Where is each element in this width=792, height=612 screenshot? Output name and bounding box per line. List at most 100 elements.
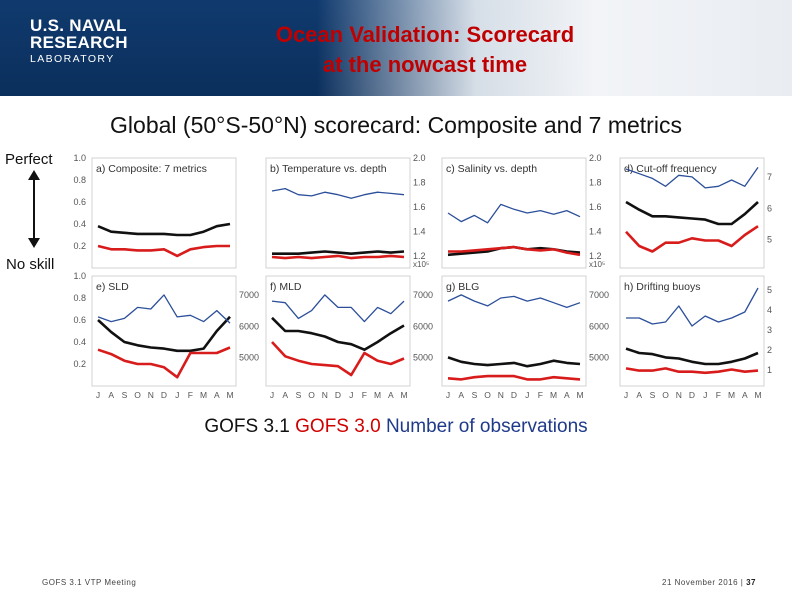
right-tick-label: 4000 — [767, 305, 772, 315]
panel-title: c) Salinity vs. depth — [446, 163, 537, 175]
panel-title: d) Cut-off frequency — [624, 163, 717, 175]
footer-meeting: GOFS 3.1 VTP Meeting — [42, 578, 137, 587]
left-tick-label: 0.8 — [73, 293, 86, 303]
month-tick-label: J — [446, 390, 450, 400]
month-tick-label: N — [498, 390, 504, 400]
right-tick-label: 5000 — [413, 353, 433, 363]
month-tick-label: M — [400, 390, 407, 400]
month-tick-label: D — [335, 390, 341, 400]
month-tick-label: M — [754, 390, 761, 400]
month-tick-label: D — [689, 390, 695, 400]
right-tick-label: 1.6 — [589, 202, 602, 212]
right-tick-label: 2000 — [767, 345, 772, 355]
right-tick-label: 2.0 — [413, 154, 426, 163]
panel-frame — [265, 157, 411, 269]
right-tick-label: 6000 — [589, 321, 609, 331]
no-skill-label: No skill — [6, 256, 55, 273]
month-tick-label: S — [650, 390, 656, 400]
month-tick-label: N — [322, 390, 328, 400]
month-tick-label: M — [576, 390, 583, 400]
month-tick-label: A — [636, 390, 642, 400]
month-tick-label: A — [214, 390, 220, 400]
left-tick-label: 0.6 — [73, 197, 86, 207]
month-tick-label: F — [362, 390, 367, 400]
month-tick-label: O — [662, 390, 669, 400]
double-arrow-icon — [28, 170, 40, 248]
month-tick-label: O — [308, 390, 315, 400]
month-tick-label: O — [134, 390, 141, 400]
right-tick-label: 1.8 — [589, 177, 602, 187]
month-tick-label: M — [550, 390, 557, 400]
month-tick-label: M — [374, 390, 381, 400]
month-tick-label: J — [175, 390, 179, 400]
month-tick-label: J — [624, 390, 628, 400]
left-tick-label: 0.8 — [73, 175, 86, 185]
right-tick-label: 1000 — [767, 365, 772, 375]
series-line-gofs30 — [271, 254, 405, 260]
series-line-gofs31 — [271, 316, 405, 351]
right-tick-label: 2.0 — [589, 154, 602, 163]
month-tick-label: S — [296, 390, 302, 400]
right-axis-note: x10⁵ — [589, 260, 605, 269]
left-tick-label: 1.0 — [73, 271, 86, 281]
month-tick-label: A — [282, 390, 288, 400]
slide-title: Ocean Validation: Scorecard at the nowca… — [200, 20, 650, 80]
legend-gofs30: GOFS 3.0 — [295, 416, 386, 437]
scorecard-chart: 1.0 0.8 0.6 0.4 0.2 1.0 0.8 0.6 0.4 0.2 a) Composi… — [60, 153, 787, 400]
series-line-gofs31 — [97, 222, 231, 237]
left-tick-label: 0.6 — [73, 315, 86, 325]
month-tick-label: F — [188, 390, 193, 400]
month-tick-label: O — [484, 390, 491, 400]
panel-title: h) Drifting buoys — [624, 281, 700, 293]
right-tick-label: 5000 — [589, 353, 609, 363]
logo-line-2: RESEARCH — [30, 33, 128, 52]
panel-1: b) Temperature vs. depth 2.0 1.8 1.6 1.4 1.2x… — [265, 153, 429, 269]
series-line-gofs31 — [625, 347, 759, 366]
month-tick-label: M — [728, 390, 735, 400]
month-tick-label: A — [458, 390, 464, 400]
panel-frame — [619, 275, 765, 387]
panel-0: a) Composite: 7 metrics — [91, 157, 237, 269]
footer-date: 21 November 2016 | — [662, 578, 744, 587]
panel-frame — [441, 275, 587, 387]
month-tick-label: M — [226, 390, 233, 400]
month-tick-label: A — [742, 390, 748, 400]
month-tick-label: A — [564, 390, 570, 400]
month-tick-label: N — [148, 390, 154, 400]
right-tick-label: 1.4 — [413, 226, 426, 236]
slide-subtitle: Global (50°S-50°N) scorecard: Composite … — [110, 112, 682, 138]
left-tick-label: 0.4 — [73, 219, 86, 229]
series-line-gofs30 — [625, 367, 759, 375]
month-tick-label: J — [349, 390, 353, 400]
scorecard-svg: 1.0 0.8 0.6 0.4 0.2 1.0 0.8 0.6 0.4 0.2 a) Composi… — [73, 153, 787, 400]
month-tick-label: N — [676, 390, 682, 400]
title-line-1: Ocean Validation: Scorecard — [275, 22, 575, 47]
series-line-gofs30 — [625, 225, 759, 253]
month-tick-label: J — [703, 390, 707, 400]
series-line-nobs — [97, 294, 231, 324]
series-line-nobs — [447, 203, 581, 224]
right-tick-label: 7000 — [413, 290, 433, 300]
month-tick-label: M — [200, 390, 207, 400]
series-line-gofs31 — [272, 250, 405, 255]
header-gradient — [0, 0, 792, 96]
month-tick-label: F — [538, 390, 543, 400]
series-line-gofs30 — [97, 244, 230, 258]
right-tick-label: 6000 — [767, 203, 772, 213]
footer-date-page: 21 November 2016 | 37 — [662, 578, 756, 587]
right-axis-note: x10⁵ — [413, 260, 429, 269]
panel-title: e) SLD — [96, 281, 129, 293]
left-tick-label: 0.4 — [73, 337, 86, 347]
right-tick-label: 1.4 — [589, 226, 602, 236]
panel-title: a) Composite: 7 metrics — [96, 163, 207, 175]
series-line-gofs31 — [625, 200, 759, 226]
right-tick-label: 5000 — [767, 285, 772, 295]
panel-title: g) BLG — [446, 281, 479, 293]
right-tick-label: 7000 — [239, 290, 259, 300]
series-line-gofs30 — [271, 341, 405, 377]
month-tick-label: S — [122, 390, 128, 400]
month-tick-label: J — [525, 390, 529, 400]
month-tick-label: J — [96, 390, 100, 400]
right-tick-label: 1.6 — [413, 202, 426, 212]
